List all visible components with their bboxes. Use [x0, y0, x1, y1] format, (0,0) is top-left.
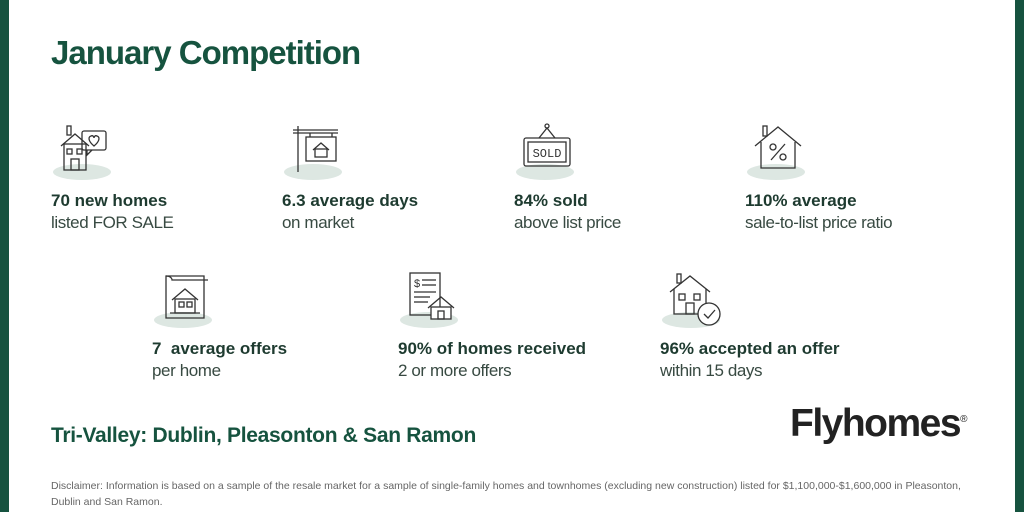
house-document-icon: [165, 275, 208, 319]
right-border: [1015, 0, 1024, 512]
stat-value: 84% sold: [514, 191, 588, 210]
svg-text:$: $: [414, 278, 420, 290]
registered-mark: ®: [960, 414, 968, 425]
stat-value: 6.3 average days: [282, 191, 419, 210]
stat-sold-above-list: SOLD 84% sold above list price: [514, 122, 754, 234]
stat-value: 110% average: [745, 191, 857, 210]
stat-new-listings: 70 new homes listed FOR SALE: [51, 122, 291, 234]
stat-sale-to-list: 110% average sale-to-list price ratio: [745, 122, 985, 234]
disclaimer: Disclaimer: Information is based on a sa…: [51, 480, 961, 508]
stat-label: sale-to-list price ratio: [745, 213, 893, 232]
stat-label: per home: [152, 361, 221, 380]
stat-label: 2 or more offers: [398, 361, 512, 380]
stat-value: 96% accepted an offer: [660, 339, 840, 358]
sold-sign-icon: SOLD: [523, 123, 571, 167]
svg-text:SOLD: SOLD: [533, 147, 562, 161]
offer-document-house-icon: $: [409, 272, 455, 320]
stat-label: within 15 days: [660, 361, 763, 380]
stat-label: above list price: [514, 213, 621, 232]
stat-value: 70 new homes: [51, 191, 168, 210]
page-title: January Competition: [51, 34, 361, 71]
region-label: Tri-Valley: Dublin, Pleasonton & San Ram…: [51, 424, 476, 447]
left-border: [0, 0, 9, 512]
house-heart-icon: [60, 125, 107, 171]
stat-average-offers: 7 average offers per home: [152, 270, 392, 382]
house-check-icon: [669, 273, 721, 326]
stat-label: on market: [282, 213, 354, 232]
stat-multiple-offers: $ 90% of homes received 2 or more offers: [398, 270, 638, 382]
for-sale-sign-icon: [293, 126, 338, 172]
flyhomes-logo: Flyhomes®: [790, 402, 968, 445]
stat-accepted-offer: 96% accepted an offer within 15 days: [660, 270, 900, 382]
stat-value: 7 average offers: [152, 339, 288, 358]
stat-label: listed FOR SALE: [51, 213, 174, 232]
house-percent-icon: [754, 125, 802, 169]
stat-value: 90% of homes received: [398, 339, 587, 358]
stat-days-on-market: 6.3 average days on market: [282, 122, 522, 234]
